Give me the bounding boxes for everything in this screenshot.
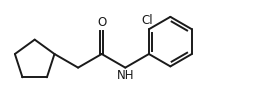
Text: NH: NH: [116, 69, 134, 82]
Text: O: O: [97, 16, 106, 29]
Text: Cl: Cl: [142, 14, 153, 27]
